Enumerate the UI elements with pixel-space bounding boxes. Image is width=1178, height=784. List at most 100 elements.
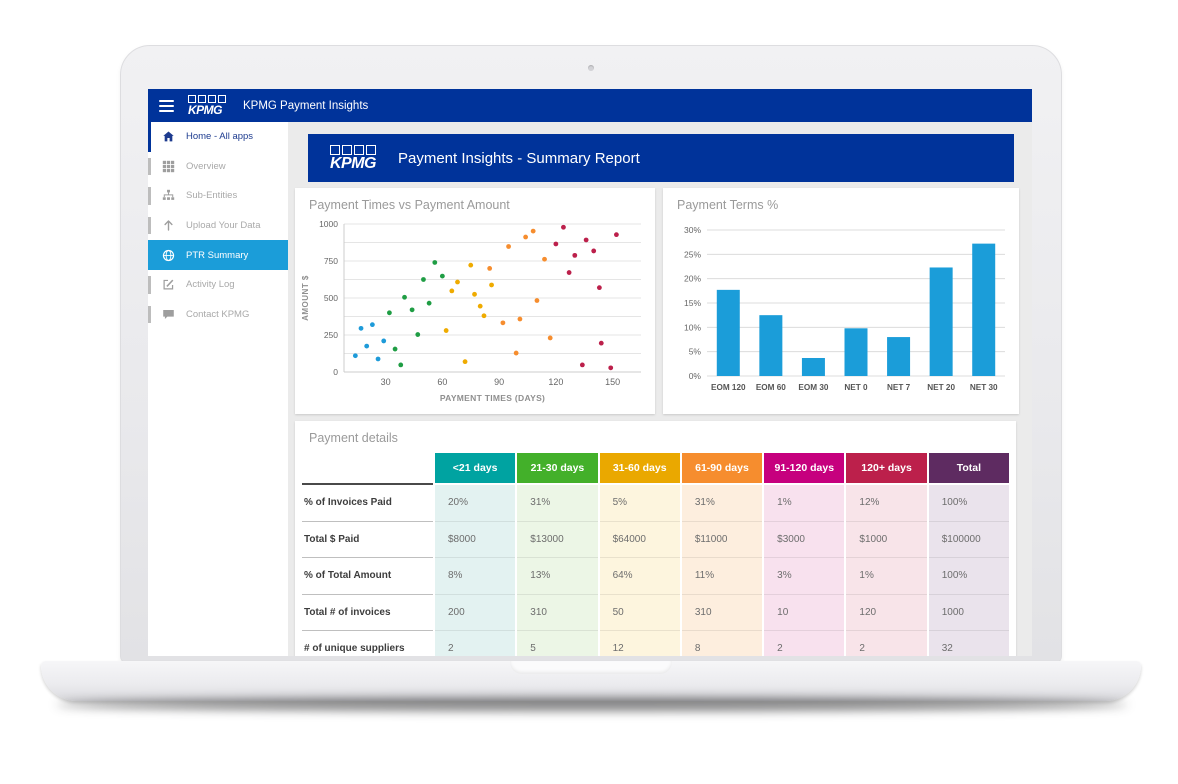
x-tick-label: 30 [381, 377, 391, 387]
y-tick-label: 15% [684, 298, 701, 308]
scatter-point [553, 241, 559, 247]
scatter-point [542, 256, 547, 262]
table-cell: 12 [599, 631, 680, 656]
table-cell: 1% [764, 485, 845, 522]
table-column-header: Total [928, 453, 1009, 483]
scatter-point [566, 270, 572, 275]
y-tick-label: 1000 [319, 219, 338, 229]
scatter-point [421, 277, 426, 282]
sidebar-item-sub-entities[interactable]: Sub-Entities [148, 181, 288, 211]
sidebar-item-contact-kpmg[interactable]: Contact KPMG [148, 300, 288, 330]
kpmg-logo-squares-icon [188, 95, 226, 103]
scatter-point [481, 313, 487, 319]
table-cell: 5 [517, 631, 598, 656]
sidebar: Home - All apps Overview Sub-Entities Uploa… [148, 122, 289, 656]
sidebar-item-label: PTR Summary [186, 249, 249, 261]
scatter-point [591, 248, 597, 254]
scatter-point [579, 362, 585, 368]
chat-icon [161, 307, 175, 321]
scatter-point [369, 322, 375, 328]
laptop-base-notch [510, 661, 672, 674]
kpmg-logo-squares-icon [330, 144, 376, 155]
table-cell: 1000 [928, 594, 1009, 631]
bar-chart-title: Payment Terms % [677, 198, 779, 212]
scatter-point [409, 307, 415, 313]
table-cell: 31% [517, 485, 598, 522]
payment-details-title: Payment details [309, 431, 398, 445]
sidebar-item-label: Activity Log [186, 279, 235, 291]
scatter-point [572, 252, 578, 258]
bar-category-label: NET 20 [927, 383, 955, 392]
y-tick-label: 20% [684, 274, 701, 284]
laptop-base [41, 661, 1141, 701]
kpmg-logo: KPMG [330, 144, 377, 172]
table-cell: 100% [928, 558, 1009, 595]
table-cell: $1000 [846, 521, 927, 558]
table-column-header: <21 days [435, 453, 516, 483]
scatter-point [387, 310, 392, 316]
scatter-point [506, 244, 511, 249]
scatter-point [415, 332, 421, 337]
scatter-point [608, 365, 614, 371]
kpmg-wordmark: KPMG [330, 154, 377, 172]
sidebar-item-label: Upload Your Data [186, 220, 261, 232]
app-window: KPMG KPMG Payment Insights Home - All ap… [148, 89, 1032, 656]
table-cell: 120 [846, 594, 927, 631]
scatter-point [561, 224, 566, 230]
table-cell: 8% [435, 558, 516, 595]
x-tick-label: 90 [494, 377, 504, 387]
scatter-point [402, 294, 407, 300]
edit-icon [161, 278, 175, 292]
scatter-point [426, 300, 432, 306]
scatter-point [472, 291, 477, 297]
sidebar-item-home-all-apps[interactable]: Home - All apps [148, 122, 288, 152]
scatter-point [443, 328, 449, 333]
table-cell: 1% [846, 558, 927, 595]
hamburger-menu-icon[interactable] [159, 99, 174, 112]
report-banner: KPMG Payment Insights - Summary Report [308, 134, 1014, 182]
scatter-point [381, 338, 387, 344]
y-tick-label: 30% [684, 225, 701, 235]
sidebar-item-upload-your-data[interactable]: Upload Your Data [148, 211, 288, 241]
table-cell: 10 [764, 594, 845, 631]
table-cell: 20% [435, 485, 516, 522]
grid-icon [161, 159, 175, 173]
bar [759, 315, 783, 376]
sidebar-item-label: Overview [186, 160, 226, 172]
table-cell: 12% [846, 485, 927, 522]
bar-category-label: NET 0 [844, 383, 868, 392]
table-column-header: 120+ days [846, 453, 927, 483]
payment-details-table: <21 days 21-30 days 31-60 days 61-90 days 91… [302, 453, 1009, 656]
table-cell: 5% [599, 485, 680, 522]
scatter-point [449, 288, 455, 294]
scatter-point [489, 282, 494, 288]
y-tick-label: 500 [324, 293, 338, 303]
bar-chart: 0% 5% 10% 15% 20% 25% 30% EOM 120 EOM 60 EOM 30 NE… [684, 225, 1005, 392]
sidebar-item-activity-log[interactable]: Activity Log [148, 270, 288, 300]
table-cell: 2 [435, 631, 516, 656]
table-row-label: % of Total Amount [302, 558, 433, 595]
bar-category-label: EOM 120 [711, 383, 746, 392]
scatter-point [583, 237, 589, 243]
table-row-label: Total $ Paid [302, 522, 433, 558]
table-row-label: % of Invoices Paid [302, 485, 433, 522]
scatter-point [500, 320, 506, 326]
table-cell: 50 [599, 594, 680, 631]
bar [716, 289, 740, 376]
sidebar-item-label: Contact KPMG [186, 308, 250, 320]
scatter-point [468, 262, 474, 268]
scatter-point [358, 325, 364, 331]
globe-icon [161, 248, 175, 262]
table-column-header: 91-120 days [764, 453, 845, 483]
sidebar-item-overview[interactable]: Overview [148, 152, 288, 182]
scatter-point [432, 260, 438, 265]
sidebar-item-ptr-summary[interactable]: PTR Summary [148, 240, 288, 270]
scatter-point [398, 362, 404, 368]
laptop-camera-icon [588, 65, 594, 71]
table-cell: 200 [435, 594, 516, 631]
table-cell: $100000 [928, 521, 1009, 558]
scatter-point [439, 273, 445, 279]
laptop-mockup: KPMG KPMG Payment Insights Home - All ap… [41, 45, 1141, 711]
scatter-point [547, 335, 553, 341]
